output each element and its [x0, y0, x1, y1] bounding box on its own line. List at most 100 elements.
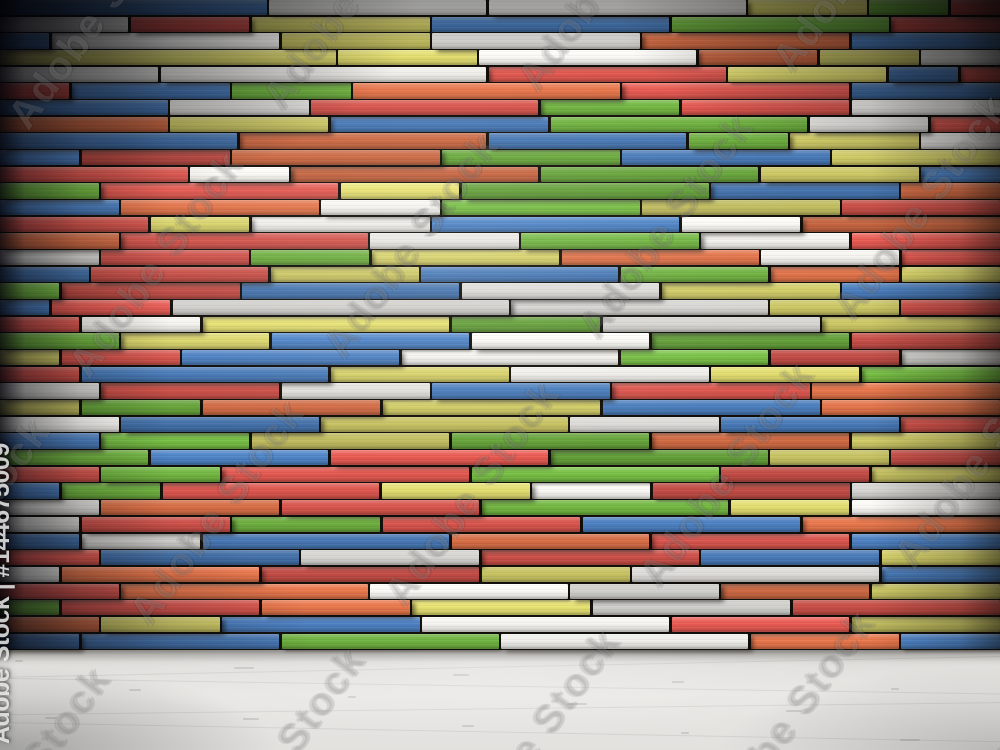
plank-blue [0, 150, 79, 166]
plank-yellow [281, 33, 430, 49]
floor-plank-joint [348, 696, 356, 698]
plank-green [101, 466, 220, 482]
plank-red [101, 383, 279, 399]
plank-red [311, 100, 539, 116]
plank-red [622, 83, 850, 99]
plank-row [0, 300, 1000, 317]
plank-yellow [0, 50, 336, 66]
plank-blue [842, 283, 1000, 299]
plank-red [382, 516, 581, 532]
plank-orange [0, 233, 119, 249]
floor-plank-joint [234, 667, 254, 669]
plank-green [232, 83, 351, 99]
plank-row [0, 350, 1000, 367]
plank-blue [701, 550, 879, 566]
floor-plank-joint [45, 717, 57, 719]
floor-plank-joint [672, 681, 684, 683]
floor-plank-joint [15, 660, 23, 662]
plank-white [370, 583, 568, 599]
plank-row [0, 250, 1000, 267]
plank-red [0, 166, 188, 182]
plank-yellow [790, 133, 919, 149]
plank-white [269, 0, 487, 16]
plank-blue [622, 150, 830, 166]
plank-yellow [412, 600, 591, 616]
plank-row [0, 183, 1000, 200]
plank-yellow [832, 150, 1000, 166]
plank-green [0, 450, 149, 466]
plank-row [0, 533, 1000, 551]
plank-yellow [270, 266, 419, 282]
plank-row [0, 550, 1000, 567]
plank-yellow [150, 216, 250, 232]
plank-red [960, 66, 1000, 82]
plank-row [0, 566, 1000, 584]
plank-row [0, 133, 1000, 150]
plank-yellow [871, 583, 1000, 599]
plank-red [91, 266, 269, 282]
plank-blue [150, 450, 329, 466]
plank-red [330, 450, 549, 466]
plank-yellow [330, 366, 509, 382]
plank-orange [232, 150, 440, 166]
plank-red [481, 550, 699, 566]
plank-blue [0, 200, 119, 216]
plank-orange [261, 600, 410, 616]
plank-orange [291, 166, 539, 182]
plank-white [51, 33, 279, 49]
plank-white [761, 250, 900, 266]
plank-row [0, 0, 1000, 17]
floor-plank-joint [900, 739, 920, 741]
plank-white [301, 550, 479, 566]
plank-blue [182, 350, 399, 366]
plank-green [451, 316, 600, 332]
plank-blue [71, 83, 230, 99]
floor-plank-joint [462, 725, 474, 727]
plank-yellow [881, 550, 1000, 566]
plank-white [532, 483, 651, 499]
plank-blue [432, 16, 670, 32]
plank-blue [0, 266, 89, 282]
plank-yellow [251, 433, 450, 449]
plank-blue [0, 100, 168, 116]
floor-seam-line [0, 654, 1000, 679]
plank-orange [901, 183, 1000, 199]
plank-red [51, 300, 171, 316]
plank-row [0, 483, 1000, 500]
plank-blue [242, 283, 460, 299]
floor-seam-line [0, 721, 1000, 744]
floor-plank-joint [243, 718, 259, 720]
plank-green [0, 283, 60, 299]
plank-row [0, 466, 1000, 484]
plank-red [901, 250, 1000, 266]
plank-blue [881, 566, 1000, 583]
plank-yellow [661, 283, 840, 299]
plank-orange [822, 400, 1000, 416]
plank-row [0, 66, 1000, 84]
plank-green [620, 266, 769, 282]
plank-yellow [101, 616, 220, 633]
plank-yellow [711, 366, 860, 382]
plank-yellow [770, 300, 899, 316]
plank-blue [721, 416, 899, 432]
plank-white [701, 233, 850, 249]
plank-yellow [382, 400, 600, 416]
plank-yellow [901, 266, 1000, 282]
plank-orange [61, 566, 260, 583]
plank-green [442, 150, 620, 166]
plank-row [0, 16, 1000, 34]
plank-red [81, 150, 230, 166]
plank-red [101, 183, 339, 199]
plank-blue [121, 416, 319, 432]
plank-red [281, 500, 479, 516]
plank-blue [330, 116, 549, 132]
plank-blue [222, 616, 420, 633]
plank-green [620, 350, 769, 366]
plank-row [0, 366, 1000, 384]
plank-yellow [0, 350, 60, 366]
plank-red [891, 16, 1000, 32]
plank-yellow [760, 166, 919, 182]
plank-yellow [748, 0, 867, 16]
plank-white [501, 633, 749, 649]
plank-red [851, 233, 1000, 249]
